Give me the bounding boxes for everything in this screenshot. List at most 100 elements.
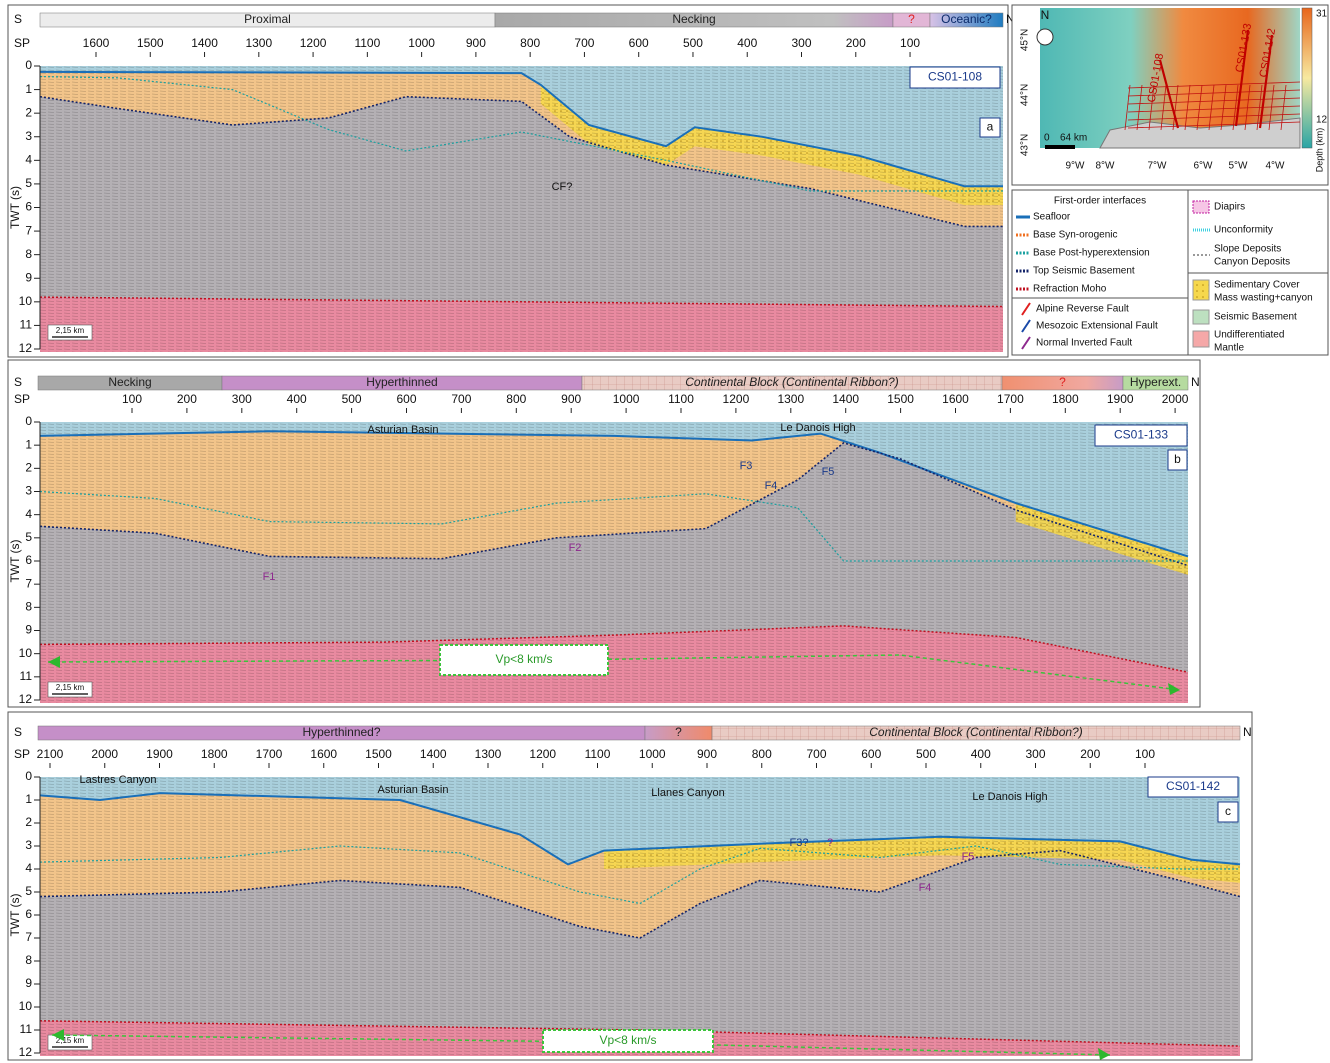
domain-label: Hyperext. [1130,375,1181,389]
twt-axis-title: TWT (s) [8,186,22,229]
survey-line [1136,84,1143,131]
sp-tick-label: 1500 [887,392,914,406]
panel-id-box [1217,801,1239,823]
twt-tick-label: 8 [25,247,32,261]
twt-tick-label: 8 [25,600,32,614]
survey-line [1127,81,1301,89]
sp-tick-label: 300 [791,36,811,50]
sp-tick-label: 700 [451,392,471,406]
sp-tick-label: 1900 [146,747,173,761]
lat-label: 44°N [1020,84,1031,106]
compass [1036,28,1054,46]
domain-label: Hyperthinned? [302,725,380,739]
legend-label: Seafloor [1033,212,1071,223]
panel-id-box [1167,449,1188,471]
sp-label: SP [14,747,30,761]
annotation: Lastres Canyon [79,774,156,786]
twt-axis-title: TWT (s) [8,893,22,936]
sp-tick-label: 1600 [942,392,969,406]
seafloor [39,430,1189,558]
legend-label: Normal Inverted Fault [1036,338,1132,349]
twt-tick-label: 1 [25,82,32,96]
sp-tick-label: 200 [177,392,197,406]
lon-label: 6°W [1194,161,1214,172]
survey-line [1127,113,1301,121]
north-label: N [1191,375,1200,389]
velocity-arrow [47,654,1181,691]
scale-label: 2,15 km [56,683,85,692]
sp-tick-label: 800 [752,747,772,761]
twt-tick-label: 7 [25,576,32,590]
legend-label: Unconformity [1214,225,1273,236]
twt-tick-label: 3 [25,129,32,143]
twt-tick-label: 0 [25,769,32,783]
twt-tick-label: 1 [25,437,32,451]
sp-tick-label: 2000 [1162,392,1189,406]
sp-tick-label: 1600 [83,36,110,50]
sp-tick-label: 1200 [300,36,327,50]
sp-tick-label: 900 [561,392,581,406]
legend-label: Sedimentary Cover [1214,280,1300,291]
legend-swatch [1192,330,1210,348]
twt-tick-label: 4 [25,507,32,521]
sp-tick-label: 700 [806,747,826,761]
twt-tick-label: 9 [25,270,32,284]
domain-label: ? [675,725,682,739]
twt-tick-label: 9 [25,623,32,637]
sp-tick-label: 1600 [310,747,337,761]
sp-tick-label: 2100 [37,747,64,761]
arrow-head [48,656,60,668]
seismic-texture [40,422,1188,703]
legend-label: Undifferentiated [1214,330,1284,341]
annotation: F4 [765,480,778,492]
south-label: S [14,725,22,739]
arrow-head [1168,683,1180,695]
legend: First-order interfaces Seafloor Base Syn-o… [1011,189,1329,356]
legend-label: Seismic Basement [1214,312,1297,323]
profile-name: CS01-142 [1166,779,1220,793]
domain-label: Necking [108,375,151,389]
colorbar-label: 31 [1316,9,1328,20]
profile-box [1147,776,1239,798]
north-arrow-label: N [1041,8,1050,22]
sp-tick-label: 500 [916,747,936,761]
twt-tick-label: 3 [25,484,32,498]
panel-frame [7,4,1009,358]
domain-label: Continental Block (Continental Ribbon?) [685,375,898,389]
twt-tick-label: 0 [25,58,32,72]
twt-tick-label: 2 [25,461,32,475]
coastline [1099,117,1301,149]
sp-tick-label: 1000 [613,392,640,406]
colorbar [1301,7,1313,149]
base-post-hyperextension [39,76,1003,192]
refraction-moho [39,296,1004,308]
sp-tick-label: 1300 [475,747,502,761]
sp-tick-label: 600 [629,36,649,50]
south-label: S [14,375,22,389]
legend-label: Mesozoic Extensional Fault [1036,321,1158,332]
twt-tick-label: 3 [25,838,32,852]
sp-tick-label: 1900 [1107,392,1134,406]
legend-label: Refraction Moho [1033,284,1107,295]
profile-box [1094,424,1188,447]
twt-tick-label: 11 [20,318,33,332]
sp-tick-label: 1300 [777,392,804,406]
domain-label: Hyperthinned [366,375,437,389]
arrow-head [1098,1048,1110,1060]
legend-swatch [1021,319,1031,333]
legend-swatch [1192,279,1210,301]
annotation: F2 [569,542,582,554]
domain-label: ? [1059,375,1066,389]
panel-id: b [1174,452,1181,466]
annotation: Asturian Basin [378,784,449,796]
twt-tick-label: 5 [25,884,32,898]
legend-label: Top Seismic Basement [1033,266,1135,277]
twt-tick-label: 10 [19,646,33,660]
sp-tick-label: 800 [520,36,540,50]
sp-tick-label: 1100 [354,36,380,50]
twt-tick-label: 9 [25,976,32,990]
sp-tick-label: 300 [232,392,252,406]
twt-tick-label: 10 [19,999,33,1013]
